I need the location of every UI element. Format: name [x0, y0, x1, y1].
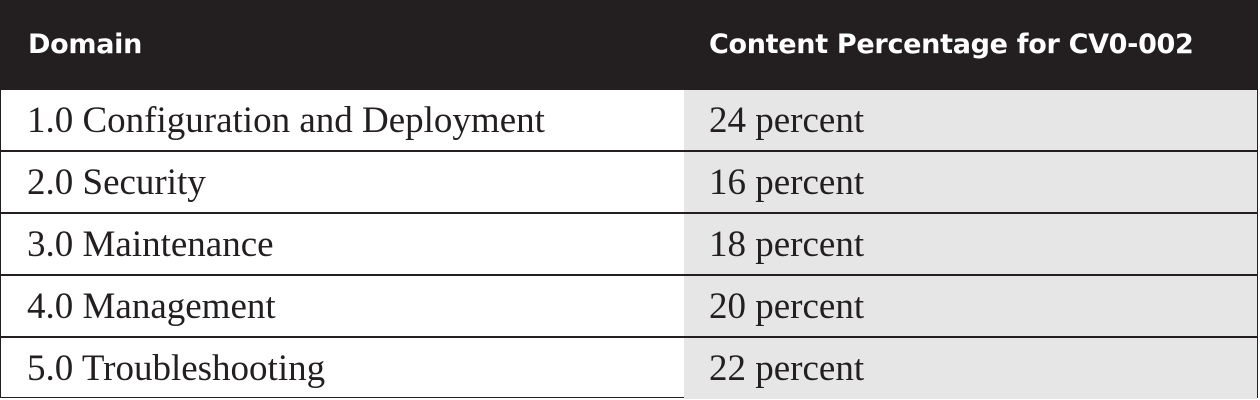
- domain-cell: 1.0 Configuration and Deployment: [1, 88, 684, 151]
- table-body: 1.0 Configuration and Deployment 24 perc…: [1, 88, 1257, 399]
- percentage-cell: 22 percent: [684, 336, 1257, 399]
- domain-cell: 2.0 Security: [1, 150, 684, 213]
- table-row: 1.0 Configuration and Deployment 24 perc…: [1, 88, 1257, 151]
- percentage-cell: 16 percent: [684, 150, 1257, 213]
- table-row: 2.0 Security 16 percent: [1, 150, 1257, 213]
- header-row: Domain Content Percentage for CV0-002: [1, 1, 1257, 89]
- table-row: 4.0 Management 20 percent: [1, 274, 1257, 337]
- domain-cell: 5.0 Troubleshooting: [1, 336, 684, 399]
- domain-cell: 3.0 Maintenance: [1, 212, 684, 275]
- table-row: 3.0 Maintenance 18 percent: [1, 212, 1257, 275]
- table-header: Domain Content Percentage for CV0-002: [1, 1, 1257, 89]
- percentage-cell: 24 percent: [684, 88, 1257, 151]
- table-row: 5.0 Troubleshooting 22 percent: [1, 336, 1257, 399]
- percentage-cell: 20 percent: [684, 274, 1257, 337]
- header-domain: Domain: [28, 29, 142, 60]
- percentage-cell: 18 percent: [684, 212, 1257, 275]
- domain-cell: 4.0 Management: [1, 274, 684, 337]
- header-content-percentage: Content Percentage for CV0-002: [709, 29, 1194, 60]
